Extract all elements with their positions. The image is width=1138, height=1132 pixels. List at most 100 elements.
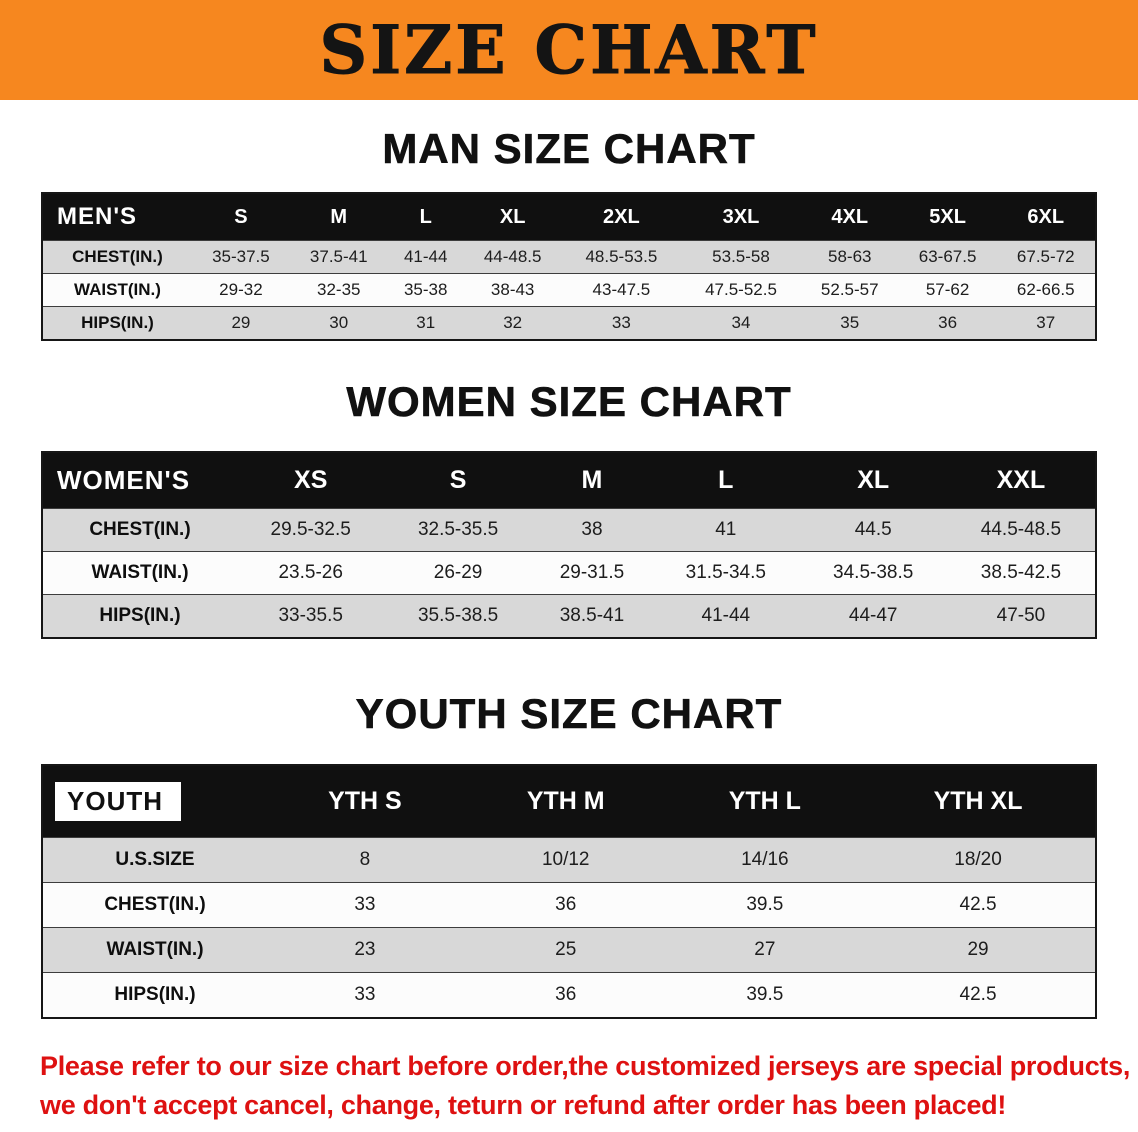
section-youth: YOUTH SIZE CHART YOUTH YTH S YTH M YTH L YTH…: [0, 690, 1138, 1019]
size-value: 32.5-35.5: [417, 519, 499, 541]
table-row: WAIST(IN.) 23 25 27 29: [42, 927, 1096, 973]
size-value: 41-44: [701, 605, 751, 627]
size-value: 35-38: [403, 280, 448, 300]
size-column-header: 3XL: [681, 193, 801, 241]
measurement-label: CHEST(IN.): [89, 519, 191, 541]
size-column-header: XXL: [946, 452, 1096, 509]
size-value: 38.5-41: [559, 605, 625, 627]
size-column-header: 6XL: [996, 193, 1096, 241]
size-value: 29: [231, 313, 251, 333]
measurement-label: WAIST(IN.): [106, 938, 204, 960]
size-value: 39.5: [746, 893, 784, 915]
women-size-table: WOMEN'S XS S M L XL XXL CHEST(IN.) 29.5-32.5 32.5…: [41, 451, 1097, 640]
table-title-label: WOMEN'S: [57, 465, 191, 496]
size-value: 37: [1036, 313, 1056, 333]
size-value: 10/12: [541, 848, 590, 870]
note-line-1: Please refer to our size chart before or…: [40, 1050, 1131, 1081]
size-value: 35.5-38.5: [417, 605, 499, 627]
size-column-header: YTH S: [267, 764, 463, 838]
size-value: 31.5-34.5: [685, 562, 766, 584]
table-row: U.S.SIZE 8 10/12 14/16 18/20: [42, 837, 1096, 883]
youth-chart-heading: YOUTH SIZE CHART: [355, 690, 783, 738]
size-value: 14/16: [741, 848, 789, 870]
size-value: 44.5: [854, 519, 892, 541]
size-value: 34.5-38.5: [833, 562, 914, 584]
size-value: 31: [416, 313, 436, 333]
section-men: MAN SIZE CHART MEN'S S M L XL 2XL 3XL 4XL 5XL 6XL…: [0, 125, 1138, 342]
size-value: 33: [354, 893, 376, 915]
size-value: 43-47.5: [592, 280, 651, 300]
size-value: 23: [354, 938, 376, 960]
size-value: 29-31.5: [559, 562, 625, 584]
size-value: 41: [715, 519, 737, 541]
measurement-label: WAIST(IN.): [91, 562, 189, 584]
size-value: 62-66.5: [1016, 280, 1075, 300]
measurement-label: HIPS(IN.): [114, 983, 196, 1005]
size-value: 34: [731, 313, 751, 333]
size-value: 41-44: [403, 247, 448, 267]
size-column-header: YTH XL: [861, 764, 1096, 838]
size-value: 33-35.5: [278, 605, 343, 627]
size-value: 23.5-26: [278, 562, 343, 584]
table-title-cell: YOUTH: [42, 764, 267, 838]
size-value: 8: [359, 848, 371, 870]
size-value: 47.5-52.5: [705, 280, 777, 300]
size-column-header: 2XL: [561, 193, 682, 241]
size-value: 42.5: [959, 893, 997, 915]
table-row: WAIST(IN.) 29-32 32-35 35-38 38-43 43-47.5 47.…: [42, 273, 1096, 307]
size-column-header: S: [192, 193, 290, 241]
table-row: CHEST(IN.) 29.5-32.5 32.5-35.5 38 41 44.5 44.5…: [42, 508, 1096, 552]
size-value: 48.5-53.5: [585, 247, 658, 267]
men-chart-heading: MAN SIZE CHART: [382, 125, 756, 172]
size-value: 36: [555, 893, 577, 915]
size-value: 44.5-48.5: [980, 519, 1062, 541]
table-row: HIPS(IN.) 33-35.5 35.5-38.5 38.5-41 41-44 44-…: [42, 594, 1096, 639]
table-row: CHEST(IN.) 35-37.5 37.5-41 41-44 44-48.5 48.5…: [42, 240, 1096, 274]
size-value: 52.5-57: [820, 280, 879, 300]
size-value: 53.5-58: [712, 247, 770, 267]
table-header-row: WOMEN'S XS S M L XL XXL: [42, 452, 1096, 509]
banner: SIZE CHART: [0, 0, 1138, 100]
men-size-table: MEN'S S M L XL 2XL 3XL 4XL 5XL 6XL CHEST(IN.) 35-37…: [41, 192, 1097, 342]
size-value: 44-48.5: [483, 247, 542, 267]
table-row: WAIST(IN.) 23.5-26 26-29 29-31.5 31.5-34.5 34…: [42, 551, 1096, 595]
table-title-label: YOUTH: [55, 781, 181, 821]
size-value: 36: [938, 313, 958, 333]
table-title-cell: WOMEN'S: [42, 452, 237, 509]
size-value: 32-35: [317, 280, 361, 300]
size-column-header: S: [384, 452, 532, 509]
size-column-header: M: [289, 193, 388, 241]
size-value: 58-63: [828, 247, 872, 267]
footer-note: Please refer to our size chart before or…: [40, 1047, 1131, 1125]
size-value: 57-62: [925, 280, 970, 300]
size-value: 35-37.5: [212, 247, 270, 267]
size-column-header: XS: [237, 452, 385, 509]
women-chart-heading: WOMEN SIZE CHART: [346, 378, 792, 426]
table-title-cell: MEN'S: [42, 193, 192, 241]
table-header-row: MEN'S S M L XL 2XL 3XL 4XL 5XL 6XL: [42, 193, 1096, 241]
size-value: 38: [581, 519, 603, 541]
size-value: 35: [840, 313, 860, 333]
measurement-label: CHEST(IN.): [104, 893, 206, 915]
measurement-label: WAIST(IN.): [74, 280, 161, 300]
size-column-header: L: [652, 452, 800, 509]
note-line-2: we don't accept cancel, change, teturn o…: [40, 1089, 1007, 1120]
size-value: 27: [754, 938, 776, 960]
size-value: 30: [329, 313, 349, 333]
size-column-header: 5XL: [898, 193, 997, 241]
size-column-header: M: [531, 452, 653, 509]
size-value: 29.5-32.5: [270, 519, 351, 541]
size-value: 25: [555, 938, 577, 960]
measurement-label: HIPS(IN.): [81, 313, 154, 333]
size-column-header: XL: [463, 193, 562, 241]
size-value: 36: [555, 983, 577, 1005]
size-value: 26-29: [433, 562, 483, 584]
size-value: 32: [503, 313, 523, 333]
table-row: HIPS(IN.) 29 30 31 32 33 34 35 36 37: [42, 306, 1096, 341]
size-value: 18/20: [954, 848, 1002, 870]
table-row: HIPS(IN.) 33 36 39.5 42.5: [42, 972, 1096, 1018]
size-column-header: 4XL: [800, 193, 899, 241]
table-title-label: MEN'S: [57, 203, 138, 231]
size-value: 29: [967, 938, 989, 960]
